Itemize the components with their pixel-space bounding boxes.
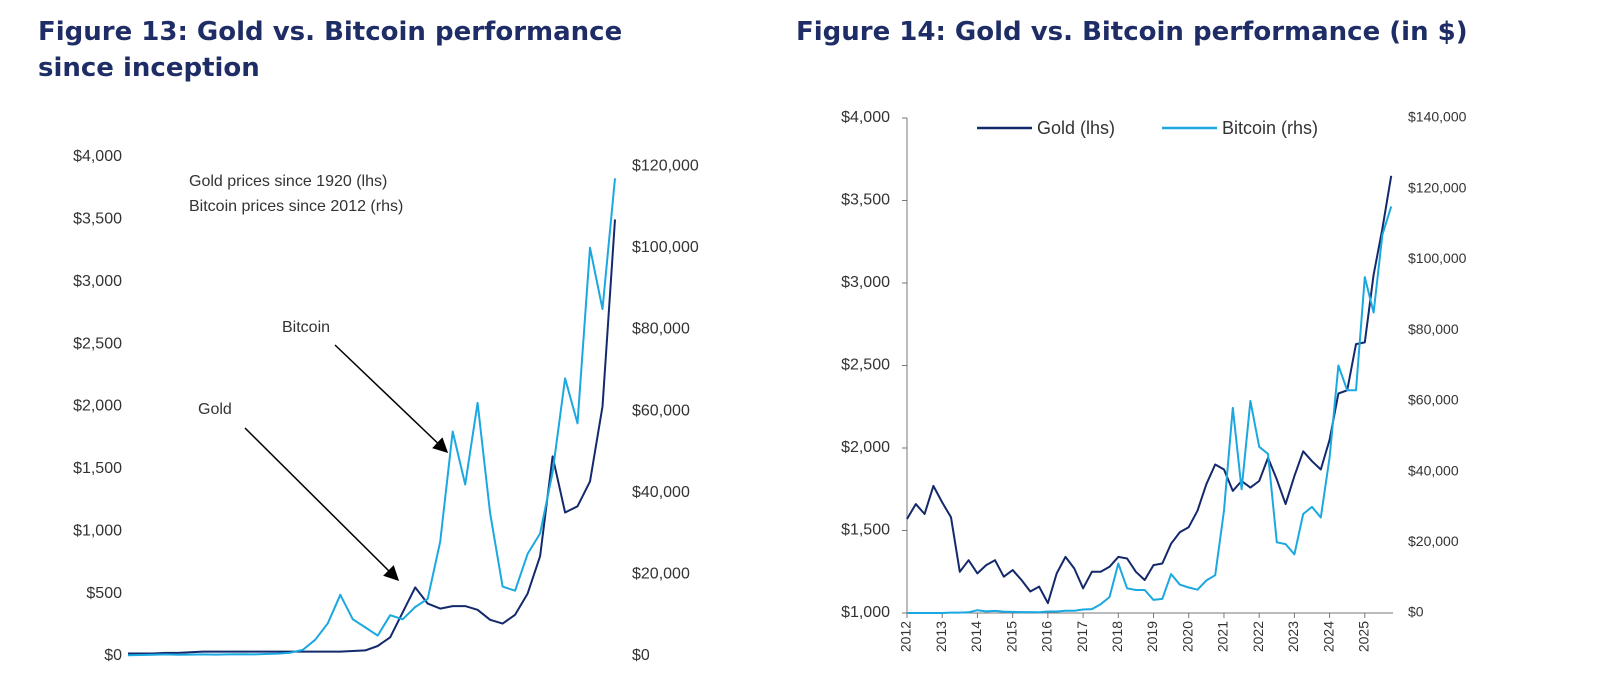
x-tick-label: 2019 [1144,621,1160,652]
x-tick-label: 2022 [1250,621,1266,652]
x-tick-label: 2014 [968,621,984,652]
y2-tick-label: $100,000 [632,239,699,256]
y2-tick-label: $60,000 [632,402,690,419]
x-tick-label: 2017 [1074,621,1090,652]
y-tick-label: $4,000 [841,109,890,126]
y2-tick-label: $40,000 [1408,462,1459,478]
x-tick-label: 2016 [1039,621,1055,652]
chart-title: Figure 14: Gold vs. Bitcoin performance … [796,17,1468,47]
y-tick-label: $1,000 [73,522,122,539]
y2-tick-label: $80,000 [1408,321,1459,337]
y-tick-label: $3,500 [73,211,122,228]
y-tick-label: $2,000 [841,439,890,456]
x-tick-label: 2020 [1179,621,1195,652]
x-tick-label: 2021 [1215,621,1231,652]
y-tick-label: $2,000 [73,398,122,415]
x-tick-label: 2025 [1356,621,1372,652]
x-tick-label: 2024 [1320,621,1336,652]
chart-title: Figure 13: Gold vs. Bitcoin performance … [38,17,623,83]
x-tick-label: 2018 [1109,621,1125,652]
y-tick-label: $2,500 [841,357,890,374]
y-tick-label: $1,000 [841,604,890,621]
x-tick-label: 2012 [898,621,914,652]
y-tick-label: $1,500 [841,522,890,539]
y-tick-label: $3,500 [841,192,890,209]
y2-tick-label: $120,000 [1408,179,1467,195]
legend-label: Bitcoin (rhs) [1222,118,1318,138]
y-tick-label: $1,500 [73,460,122,477]
y2-tick-label: $0 [1408,604,1424,620]
y-tick-label: $2,500 [73,335,122,352]
line-series [907,206,1393,614]
y-tick-label: $4,000 [73,148,122,165]
y-tick-label: $0 [104,647,122,664]
x-tick-label: 2013 [933,621,949,652]
y2-tick-label: $120,000 [632,157,699,174]
line-series [128,219,616,655]
y2-tick-label: $100,000 [1408,250,1467,266]
y2-tick-label: $20,000 [1408,533,1459,549]
y2-tick-label: $60,000 [1408,392,1459,408]
x-tick-label: 2015 [1003,621,1019,652]
y2-tick-label: $20,000 [632,566,690,583]
line-series [906,175,1393,605]
y2-tick-label: $80,000 [632,321,690,338]
y-tick-label: $500 [86,585,122,602]
arrow [244,427,400,582]
annotation: Bitcoin prices since 2012 (rhs) [189,198,403,215]
y-tick-label: $3,000 [73,273,122,290]
y-tick-label: $3,000 [841,274,890,291]
annotation: Gold prices since 1920 (lhs) [189,173,387,190]
x-tick-label: 2023 [1285,621,1301,652]
line-series [127,178,616,657]
y2-tick-label: $0 [632,647,650,664]
annotation: Gold [198,401,232,418]
legend-label: Gold (lhs) [1037,118,1115,138]
y2-tick-label: $40,000 [632,484,690,501]
arrow [334,344,449,454]
y2-tick-label: $140,000 [1408,109,1467,125]
annotation: Bitcoin [282,319,330,336]
